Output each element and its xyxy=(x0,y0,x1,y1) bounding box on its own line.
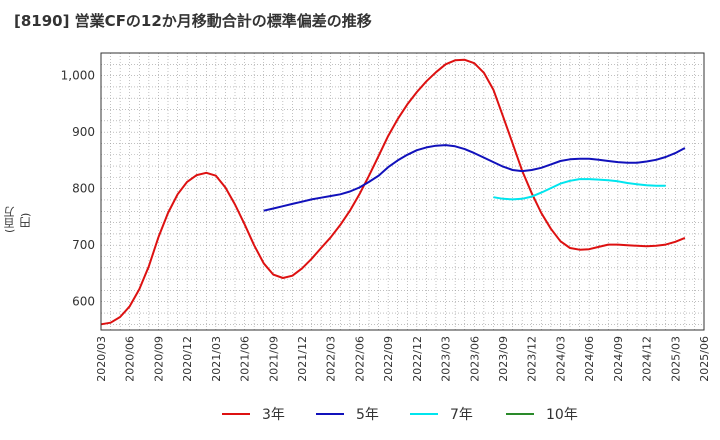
x-tick-label: 2022/09 xyxy=(382,336,395,382)
x-tick-label: 2023/03 xyxy=(440,336,453,382)
x-tick-label: 2020/09 xyxy=(152,336,165,382)
x-tick-label: 2020/12 xyxy=(181,336,194,382)
series-line-0 xyxy=(100,58,686,326)
x-tick-label: 2021/03 xyxy=(210,336,223,382)
x-tick-label: 2020/03 xyxy=(95,336,108,382)
x-tick-label: 2025/06 xyxy=(698,336,711,382)
legend-item-10y: 10年 xyxy=(506,404,578,424)
x-tick-label: 2023/09 xyxy=(497,336,510,382)
x-tick-label: 2021/12 xyxy=(296,336,309,382)
x-tick-label: 2024/09 xyxy=(612,336,625,382)
x-tick-label: 2024/03 xyxy=(554,336,567,382)
legend-swatch-10y xyxy=(506,413,534,415)
x-tick-label: 2025/03 xyxy=(669,336,682,382)
series-lines xyxy=(100,58,686,326)
x-tick-label: 2021/09 xyxy=(267,336,280,382)
x-tick-label: 2020/06 xyxy=(124,336,137,382)
x-tick-label: 2023/06 xyxy=(468,336,481,382)
legend-label-3y: 3年 xyxy=(262,407,285,423)
y-tick-label: 600 xyxy=(72,295,95,309)
y-tick-labels: 600 700 800 900 1,000 xyxy=(61,69,95,309)
legend-item-7y: 7年 xyxy=(410,404,473,424)
chart-title: [8190] 営業CFの12か月移動合計の標準偏差の推移 xyxy=(14,12,372,30)
legend-item-3y: 3年 xyxy=(222,404,285,424)
y-tick-label: 1,000 xyxy=(61,69,95,83)
legend-swatch-7y xyxy=(410,413,438,415)
legend-label-7y: 7年 xyxy=(450,407,473,423)
x-tick-label: 2024/12 xyxy=(641,336,654,382)
x-tick-label: 2022/06 xyxy=(353,336,366,382)
plot-frame xyxy=(100,52,705,331)
x-tick-label: 2024/06 xyxy=(583,336,596,382)
x-tick-labels: 2020/03 2020/06 2020/09 2020/12 2021/03 2021/… xyxy=(95,336,711,382)
legend: 3年 5年 7年 10年 xyxy=(0,400,720,428)
grid xyxy=(100,52,705,330)
legend-label-5y: 5年 xyxy=(356,407,379,423)
y-tick-label: 800 xyxy=(72,182,95,196)
legend-label-10y: 10年 xyxy=(546,407,578,423)
legend-swatch-5y xyxy=(316,413,344,415)
x-tick-label: 2023/12 xyxy=(526,336,539,382)
x-tick-label: 2022/12 xyxy=(411,336,424,382)
legend-swatch-3y xyxy=(222,413,250,415)
legend-item-5y: 5年 xyxy=(316,404,379,424)
x-tick-label: 2021/06 xyxy=(239,336,252,382)
series-line-1 xyxy=(263,144,686,212)
x-tick-label: 2022/03 xyxy=(325,336,338,382)
y-tick-label: 900 xyxy=(72,125,95,139)
series-line-2 xyxy=(493,178,666,201)
y-tick-label: 700 xyxy=(72,238,95,252)
